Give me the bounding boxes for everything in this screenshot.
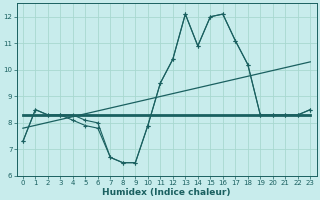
X-axis label: Humidex (Indice chaleur): Humidex (Indice chaleur)	[102, 188, 231, 197]
